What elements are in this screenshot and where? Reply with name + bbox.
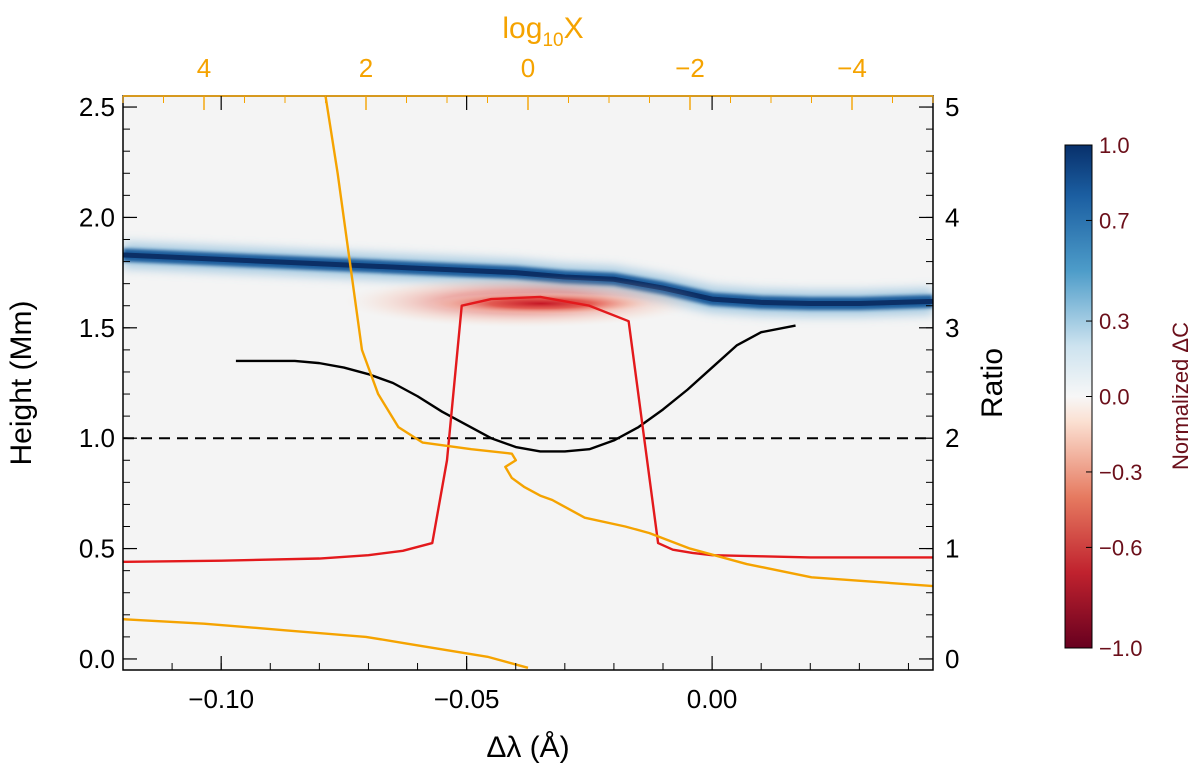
ticks-layer: −0.10 −0.05 0.00 0.0 0.5 1.0 1.5 2.0 2.5 0 1 2 3 4 5 4 2… xyxy=(79,53,960,714)
colorbar-tick-label: −0.3 xyxy=(1099,460,1142,485)
series-line-3 xyxy=(324,96,933,588)
x-tick-label: 0.00 xyxy=(687,684,738,714)
x-axis-title: Δλ (Å) xyxy=(486,731,569,764)
colorbar-tick-label: 0.0 xyxy=(1099,385,1130,410)
x2-tick-label: 4 xyxy=(197,53,211,83)
x2-tick-label: 2 xyxy=(359,53,373,83)
x2-tick-label: 0 xyxy=(521,53,535,83)
y-tick-label: 1.0 xyxy=(79,423,115,453)
x2-tick-label: −2 xyxy=(675,53,705,83)
y-tick-label: 2.5 xyxy=(79,92,115,122)
x-tick-label: −0.10 xyxy=(188,684,254,714)
y-tick-label: 1.5 xyxy=(79,313,115,343)
plot-background xyxy=(123,96,933,670)
series-line-2 xyxy=(123,295,933,564)
colorbar-tick-label: 1.0 xyxy=(1099,133,1130,158)
y2-tick-label: 0 xyxy=(945,644,959,674)
colorbar-tick-label: −1.0 xyxy=(1099,636,1142,661)
y-tick-label: 0.5 xyxy=(79,534,115,564)
colorbar-title: Normalized ΔC xyxy=(1168,322,1193,470)
y-axis-title: Height (Mm) xyxy=(5,300,38,465)
y2-tick-label: 1 xyxy=(945,534,959,564)
y2-tick-label: 2 xyxy=(945,423,959,453)
y-tick-label: 0.0 xyxy=(79,644,115,674)
x-tick-label: −0.05 xyxy=(434,684,500,714)
y2-tick-label: 3 xyxy=(945,313,959,343)
colorbar-tick-label: 0.7 xyxy=(1099,208,1130,233)
y2-axis-title: Ratio xyxy=(976,348,1009,418)
y2-tick-label: 4 xyxy=(945,202,959,232)
x2-axis-title: log10X xyxy=(502,12,583,51)
colorbar-tick-label: −0.6 xyxy=(1099,535,1142,560)
series-line-1 xyxy=(235,324,796,453)
series-line-4 xyxy=(123,618,529,669)
series-layer xyxy=(123,96,933,669)
colorbar-ticks: 1.0 0.7 0.3 0.0 −0.3 −0.6 −1.0 xyxy=(1086,133,1142,661)
colorbar-tick-label: 0.3 xyxy=(1099,309,1130,334)
x2-tick-label: −4 xyxy=(837,53,867,83)
y2-tick-label: 5 xyxy=(945,92,959,122)
y-tick-label: 2.0 xyxy=(79,202,115,232)
